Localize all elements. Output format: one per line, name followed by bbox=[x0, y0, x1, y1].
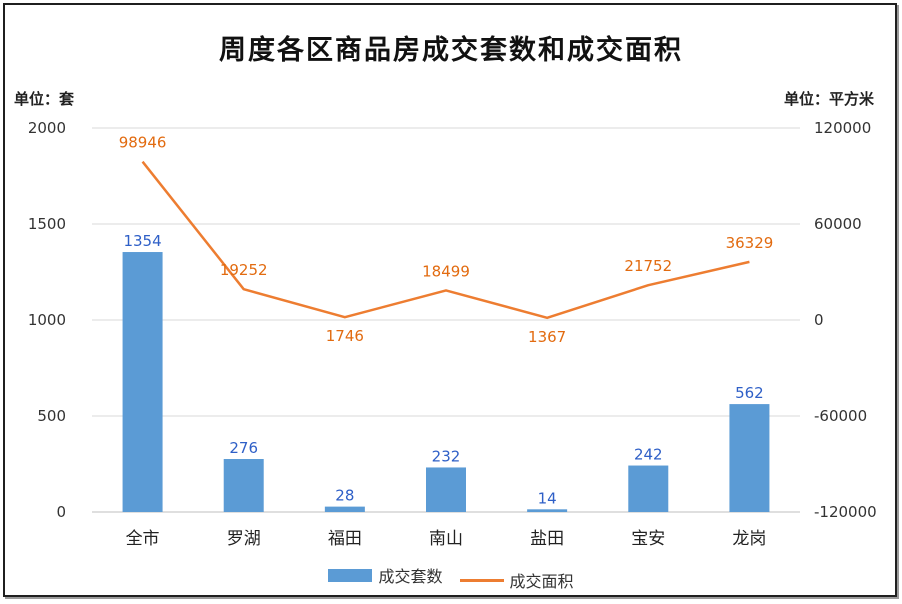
category-label: 福田 bbox=[328, 529, 362, 549]
right-axis-tick-label: -60000 bbox=[814, 407, 867, 425]
bar-data-label: 1354 bbox=[123, 232, 161, 250]
bar bbox=[527, 509, 568, 512]
right-axis-tick-label: 120000 bbox=[814, 119, 871, 137]
line-data-label: 36329 bbox=[726, 234, 774, 252]
category-label: 盐田 bbox=[530, 529, 564, 549]
category-label: 龙岗 bbox=[732, 529, 766, 549]
bar-data-label: 14 bbox=[538, 489, 557, 507]
legend-swatch-line bbox=[459, 578, 504, 582]
legend-item-bar: 成交套数 bbox=[328, 563, 442, 587]
bar-data-label: 232 bbox=[432, 447, 461, 465]
left-axis-unit: 单位：套 bbox=[14, 90, 75, 108]
line-data-label: 1367 bbox=[528, 328, 566, 346]
category-label: 南山 bbox=[429, 529, 463, 549]
bar bbox=[426, 467, 466, 512]
line-data-label: 98946 bbox=[119, 134, 167, 152]
line-data-label: 18499 bbox=[422, 262, 470, 280]
bar bbox=[324, 506, 365, 512]
line-series bbox=[141, 160, 750, 320]
right-axis-unit: 单位：平方米 bbox=[783, 90, 874, 108]
legend-label-line: 成交面积 bbox=[509, 572, 574, 591]
left-axis-tick-label: 1000 bbox=[28, 311, 66, 329]
line-data-label: 19252 bbox=[220, 261, 268, 279]
legend-swatch-bar bbox=[328, 568, 373, 582]
bar-data-label: 242 bbox=[634, 446, 663, 464]
legend-item-line: 成交面积 bbox=[459, 568, 574, 592]
line-data-label: 1746 bbox=[326, 327, 364, 345]
left-axis-tick-label: 500 bbox=[37, 407, 66, 425]
right-axis-tick-label: 60000 bbox=[814, 215, 862, 233]
category-label: 宝安 bbox=[631, 529, 665, 549]
legend: 成交套数 成交面积 bbox=[0, 563, 902, 592]
bar bbox=[628, 465, 669, 512]
category-label: 全市 bbox=[126, 529, 160, 549]
right-axis-tick-label: -120000 bbox=[814, 503, 877, 521]
chart-title: 周度各区商品房成交套数和成交面积 bbox=[219, 35, 683, 66]
right-axis-tick-label: 0 bbox=[814, 311, 824, 329]
left-axis-tick-label: 0 bbox=[56, 503, 66, 521]
category-label: 罗湖 bbox=[227, 529, 261, 549]
bar bbox=[223, 459, 264, 512]
bar-data-label: 276 bbox=[229, 439, 258, 457]
line-data-label: 21752 bbox=[624, 257, 672, 275]
bar bbox=[729, 404, 770, 512]
bar-data-label: 562 bbox=[735, 384, 764, 402]
left-axis-tick-label: 2000 bbox=[28, 119, 66, 137]
left-axis-tick-label: 1500 bbox=[28, 215, 66, 233]
bar-data-label: 28 bbox=[335, 487, 354, 505]
legend-label-bar: 成交套数 bbox=[378, 567, 443, 586]
bar bbox=[122, 252, 163, 513]
